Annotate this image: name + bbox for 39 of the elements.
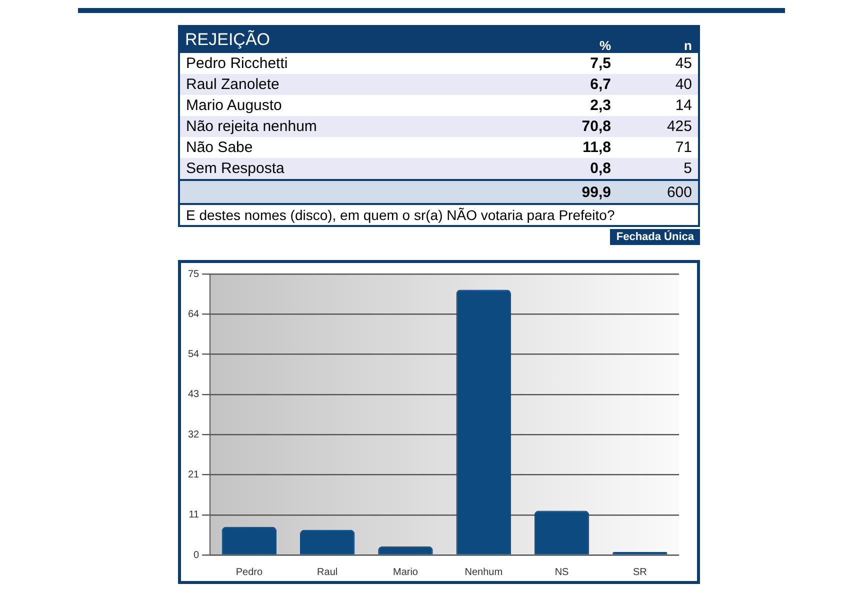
data-label: 11,8 <box>582 139 612 156</box>
category-label: Não Sabe <box>185 139 254 156</box>
y-tick-label: 64 <box>188 308 200 320</box>
category-label: Sem Resposta <box>185 160 286 177</box>
category-label: Mario Augusto <box>185 97 283 114</box>
data-label: 0,8 <box>589 160 612 177</box>
y-tick-label: 21 <box>188 469 200 480</box>
y-tick-label: 11 <box>188 510 200 521</box>
text: n <box>683 38 693 53</box>
data-label: 45 <box>674 55 693 72</box>
y-tick-label: 0 <box>194 550 200 561</box>
data-label: 71 <box>674 139 693 156</box>
x-tick-label: Nenhum <box>464 566 503 578</box>
category-label: Pedro Ricchetti <box>185 55 289 72</box>
category-label: Raul Zanolete <box>185 76 280 93</box>
category-label: Não rejeita nenhum <box>185 118 318 135</box>
data-label: 40 <box>674 76 693 93</box>
data-label: 70,8 <box>580 118 612 135</box>
data-label: 5 <box>682 160 693 177</box>
y-tick-label: 43 <box>188 389 200 400</box>
data-label: 7,5 <box>589 55 612 72</box>
y-tick-label: 75 <box>188 268 200 280</box>
x-tick-label: SR <box>632 566 647 578</box>
x-tick-label: Pedro <box>236 566 263 578</box>
data-label: 425 <box>666 118 693 135</box>
data-label: 2,3 <box>589 97 612 114</box>
x-tick-label: NS <box>554 566 570 578</box>
text: 99,9 <box>582 184 611 200</box>
x-tick-label: Raul <box>317 566 338 578</box>
series-label: % <box>598 38 612 53</box>
data-label: 14 <box>674 97 693 114</box>
y-tick-label: 32 <box>188 429 200 440</box>
text: E destes nomes (disco), em quem o sr(a) NÃO votaria para Prefeito? <box>180 203 698 225</box>
x-tick-label: Mario <box>392 566 418 578</box>
y-tick-label: 54 <box>188 349 200 360</box>
text: Fechada Única <box>610 229 700 245</box>
data-label: 6,7 <box>589 76 612 93</box>
text: REJEIÇÃO <box>184 30 272 50</box>
text: 600 <box>666 184 692 200</box>
